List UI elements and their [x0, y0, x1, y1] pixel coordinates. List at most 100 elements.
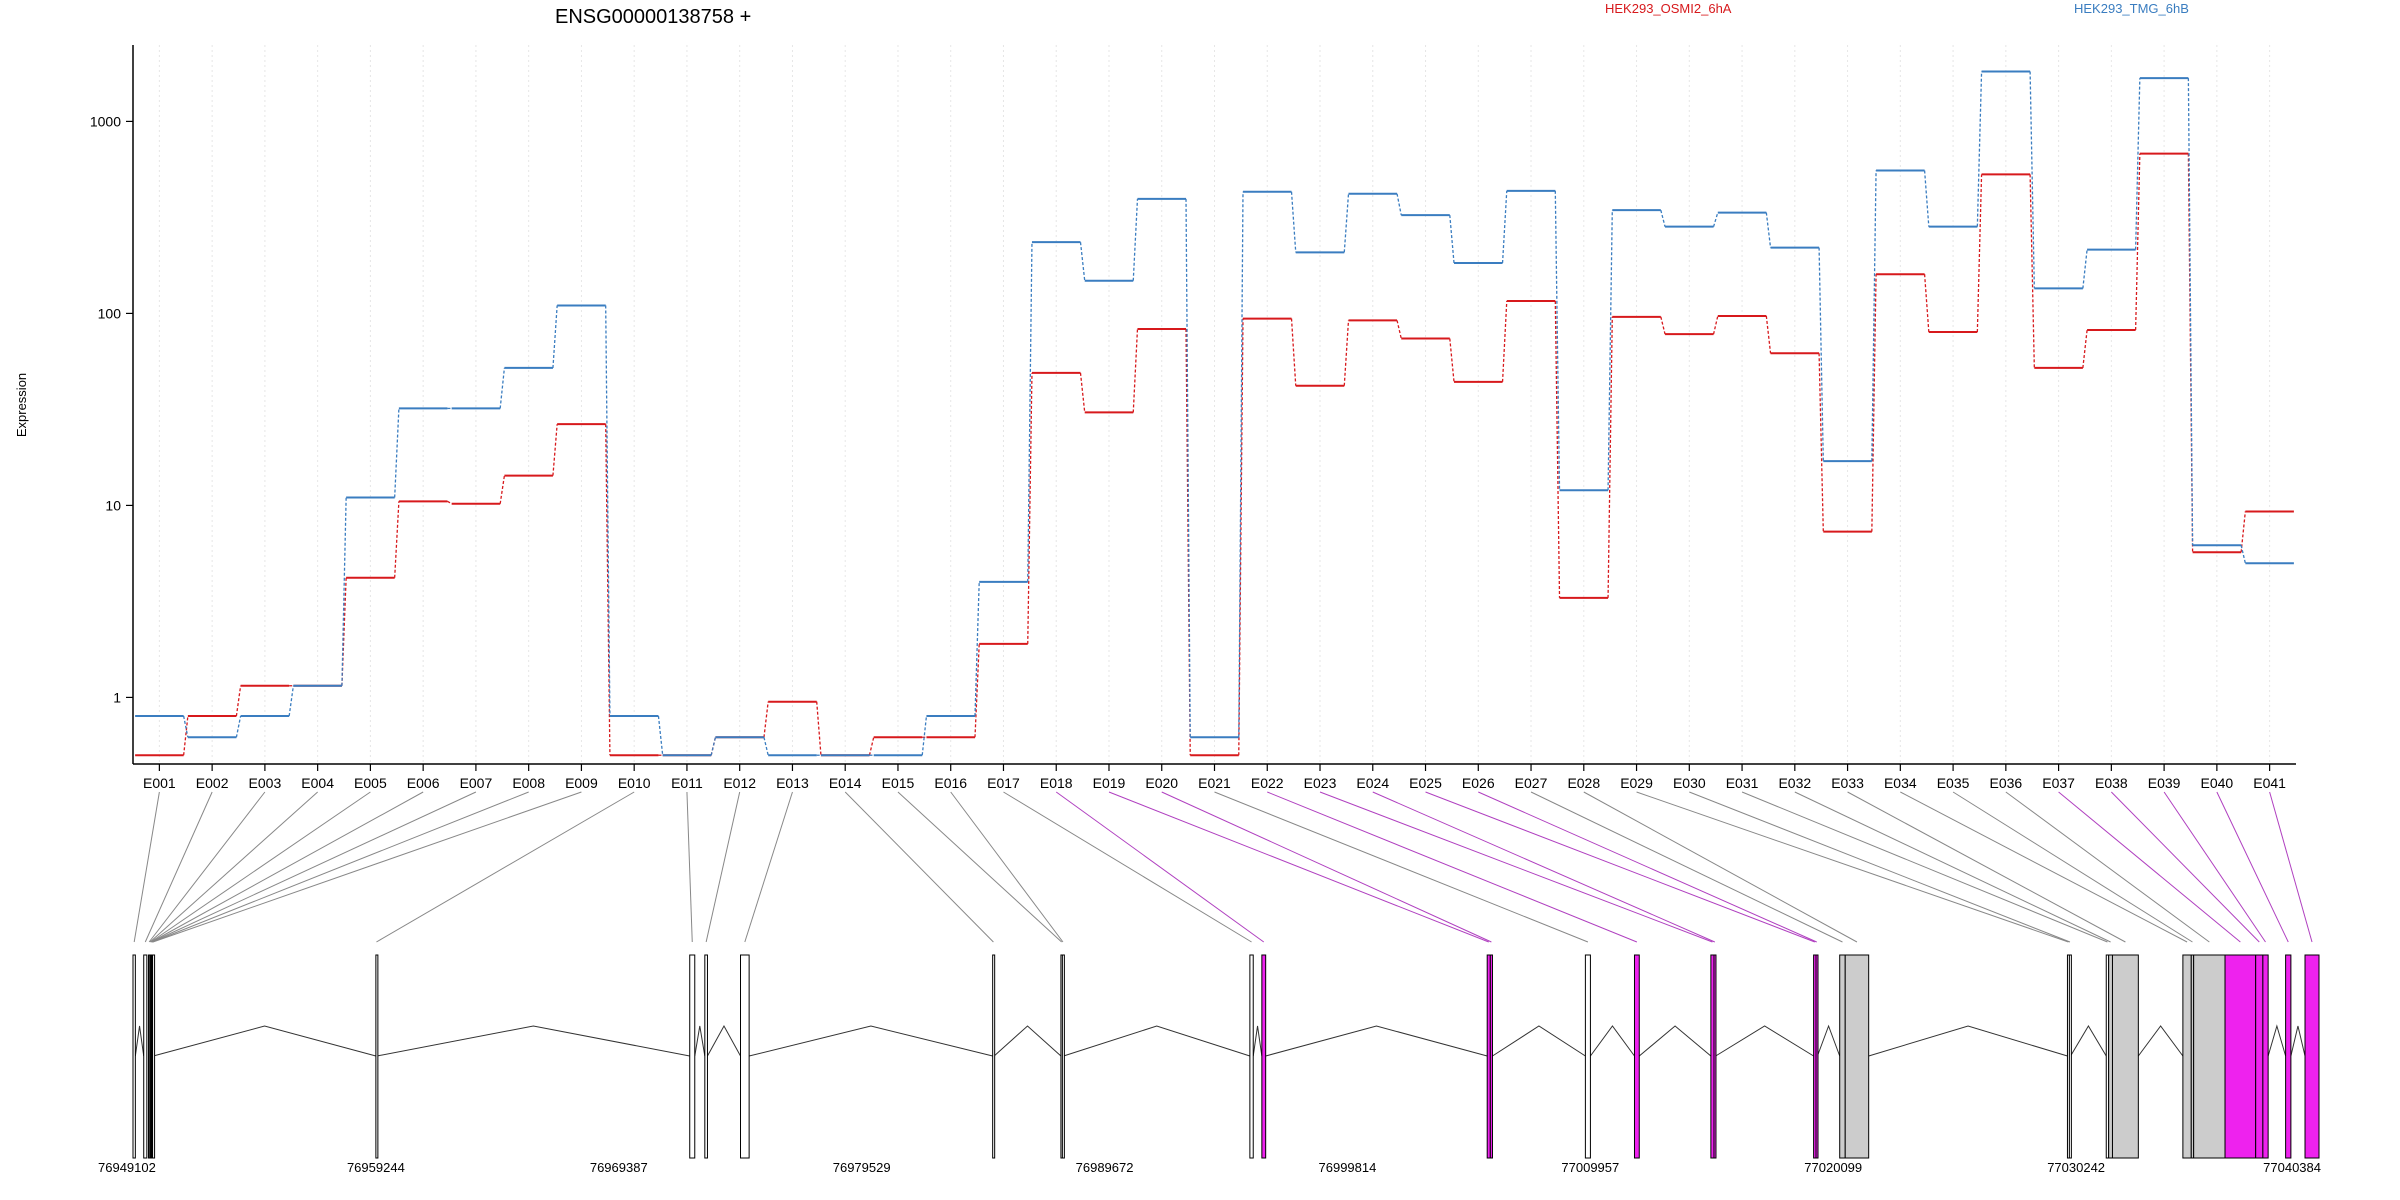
exon-connector: [2005, 791, 2210, 943]
series-connector: [499, 475, 506, 504]
coordinate-label: 77040384: [2263, 1160, 2321, 1175]
series-connector: [1027, 242, 1033, 582]
x-tick-label: E041: [2253, 775, 2286, 791]
exon-connector: [1689, 791, 2071, 943]
legend-label-series-2: HEK293_TMG_6hB: [2074, 1, 2189, 16]
series-connector: [868, 737, 875, 756]
exon-box: [1584, 954, 1591, 1159]
x-tick-label: E026: [1462, 775, 1495, 791]
x-tick-label: E033: [1831, 775, 1864, 791]
x-tick-label: E014: [829, 775, 862, 791]
series-connector: [235, 685, 242, 717]
x-tick-label: E028: [1567, 775, 1600, 791]
series-connector: [1185, 198, 1191, 738]
exon-connector: [133, 791, 160, 943]
series-connector: [2134, 153, 2141, 330]
series-connector: [341, 577, 347, 686]
x-tick-label: E023: [1304, 775, 1337, 791]
axes: 1 10 100 1000 E001 E002 E003 E004 E005 E006 E007 E0…: [90, 45, 2296, 791]
exon-connector: [1847, 791, 2126, 943]
exon-box: [143, 954, 148, 1159]
exon-connector: [1478, 791, 1817, 943]
series-connector: [763, 701, 769, 738]
coordinate-label: 76949102: [98, 1160, 156, 1175]
exon-connectors: [133, 791, 2313, 943]
exon-connector: [1952, 791, 2193, 943]
exon-box: [1061, 954, 1065, 1159]
series-connector: [974, 581, 980, 717]
series-connector: [1027, 372, 1033, 644]
exon-box: [2224, 954, 2257, 1159]
exon-connector: [1108, 791, 1489, 943]
exon-connector: [1583, 791, 1858, 943]
exon-connector: [148, 791, 266, 943]
exon-box: [1713, 954, 1717, 1159]
coordinate-label: 76959244: [347, 1160, 405, 1175]
x-tick-label: E006: [407, 775, 440, 791]
exon-connector: [151, 791, 477, 943]
series-connector: [499, 367, 506, 409]
coordinate-label: 77020099: [1804, 1160, 1862, 1175]
exon-box: [1839, 954, 1846, 1159]
intron-line: [993, 1025, 1062, 1057]
series-connector: [2240, 545, 2246, 564]
series-connector: [1976, 71, 1983, 227]
coordinate-label: 77030242: [2047, 1160, 2105, 1175]
exon-box: [1815, 954, 1819, 1159]
x-tick-label: E024: [1356, 775, 1389, 791]
series-connector: [2082, 249, 2088, 289]
exon-box: [152, 954, 156, 1159]
gene-model: [132, 954, 2320, 1159]
series-connector: [2082, 329, 2088, 369]
series-connector: [816, 701, 822, 756]
exon-connector: [1319, 791, 1713, 943]
exon-connector: [144, 791, 213, 943]
series-connector: [1554, 301, 1561, 598]
series-connector: [763, 737, 769, 756]
series-connector: [1343, 320, 1350, 386]
series-connector: [1660, 209, 1666, 227]
exon-box: [2285, 954, 2292, 1159]
x-tick-label: E011: [671, 775, 703, 791]
coordinate-label: 76989672: [1076, 1160, 1134, 1175]
x-tick-label: E032: [1778, 775, 1811, 791]
series-connector: [2029, 174, 2035, 368]
series-connector: [394, 501, 400, 578]
exon-box: [2255, 954, 2264, 1159]
exon-connector: [149, 791, 318, 943]
exon-box: [2108, 954, 2113, 1159]
exon-connector: [2110, 791, 2260, 943]
x-tick-label: E013: [776, 775, 809, 791]
x-tick-label: E040: [2201, 775, 2234, 791]
series-connector: [605, 424, 611, 756]
series-connector: [1238, 318, 1244, 756]
x-tick-label: E015: [882, 775, 915, 791]
exon-connector: [1055, 791, 1265, 943]
exon-connector: [1003, 791, 1252, 943]
series-connector: [1501, 190, 1508, 264]
x-tick-label: E034: [1884, 775, 1917, 791]
x-tick-label: E021: [1198, 775, 1231, 791]
intron-line: [2070, 1025, 2107, 1057]
series-connector: [710, 737, 717, 756]
y-tick-label: 1: [113, 689, 121, 705]
x-tick-label: E009: [565, 775, 598, 791]
exon-connector: [1741, 791, 2108, 943]
intron-line: [1252, 1025, 1263, 1057]
series-connector: [974, 643, 980, 738]
series-connector: [1923, 274, 1930, 333]
intron-line: [1638, 1025, 1712, 1057]
series-connector: [1290, 191, 1297, 253]
x-tick-label: E036: [1989, 775, 2022, 791]
intron-line: [2267, 1024, 2287, 1057]
exon-connector: [2216, 791, 2289, 943]
series-connector: [1818, 247, 1824, 462]
exon-connector: [950, 791, 1064, 943]
series-connector: [2134, 78, 2141, 250]
exon-connector: [1530, 791, 1843, 943]
exon-box: [704, 954, 708, 1159]
exon-box: [1489, 954, 1493, 1159]
intron-line: [376, 1025, 690, 1057]
exon-connector: [1214, 791, 1589, 943]
exon-connector: [152, 791, 529, 943]
